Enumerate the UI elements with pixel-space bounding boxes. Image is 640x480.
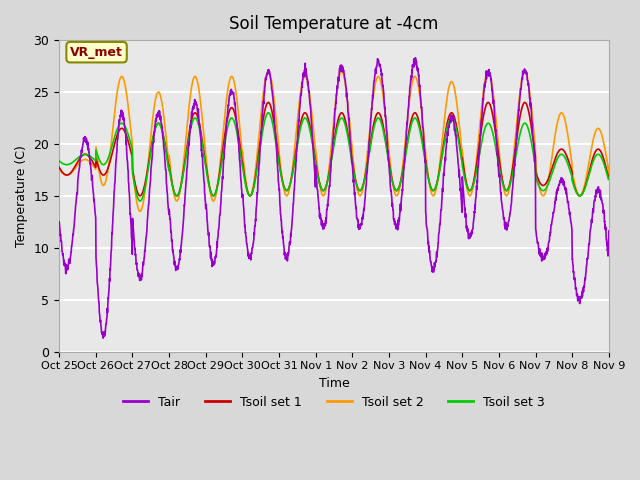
X-axis label: Time: Time — [319, 377, 349, 390]
Y-axis label: Temperature (C): Temperature (C) — [15, 145, 28, 247]
Title: Soil Temperature at -4cm: Soil Temperature at -4cm — [229, 15, 438, 33]
Text: VR_met: VR_met — [70, 46, 123, 59]
Legend: Tair, Tsoil set 1, Tsoil set 2, Tsoil set 3: Tair, Tsoil set 1, Tsoil set 2, Tsoil se… — [118, 391, 550, 414]
